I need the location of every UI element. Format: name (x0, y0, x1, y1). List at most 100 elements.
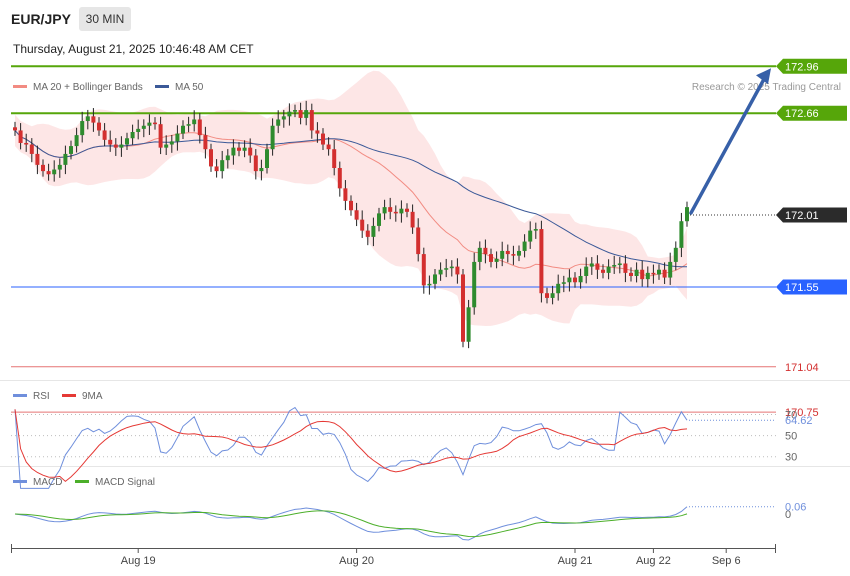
candle-body (567, 277, 572, 283)
candle-body (455, 266, 460, 275)
target-arrow-shaft (689, 75, 767, 215)
candle-body (259, 168, 264, 172)
rsi-panel: 70 50 30 64.62 (11, 406, 813, 489)
candle-body (147, 122, 152, 126)
candle-body (304, 110, 309, 118)
candle-body (192, 119, 197, 125)
level-tag-2 (776, 207, 847, 223)
candle-body (80, 121, 85, 136)
x-tick-label-2: Aug 21 (558, 555, 593, 567)
candle-body (343, 188, 348, 201)
candle-body (505, 250, 510, 255)
macd-zero-label: 0 (785, 509, 791, 521)
candle-body (573, 277, 577, 283)
candle-body (601, 269, 605, 273)
candle-body (231, 147, 236, 156)
candle-body (46, 171, 51, 175)
level-tag-1 (776, 105, 847, 121)
candle-body (237, 147, 241, 151)
level-label-2: 172.01 (785, 210, 819, 222)
macd-panel: 00.06 (14, 502, 806, 541)
candle-body (438, 269, 443, 275)
candle-body (489, 254, 493, 262)
candle-body (657, 269, 661, 275)
candle-body (332, 149, 337, 168)
candle-body (69, 146, 73, 154)
candle-body (164, 144, 169, 148)
x-tick-label-0: Aug 19 (121, 555, 156, 567)
candle-body (539, 229, 544, 294)
candle-body (125, 138, 129, 145)
candle-body (371, 225, 376, 237)
candle-body (248, 147, 253, 156)
candle-body (673, 247, 678, 262)
candle-body (57, 164, 62, 170)
candle-body (186, 124, 191, 126)
datetime-label: Thursday, August 21, 2025 10:46:48 AM CE… (13, 42, 254, 56)
candle-body (645, 272, 650, 280)
candle-body (349, 200, 353, 211)
candle-body (63, 153, 68, 165)
candle-body (91, 116, 96, 123)
candle-body (293, 110, 297, 112)
candle-body (153, 122, 157, 125)
legend-label-rsi-ma: 9MA (82, 391, 103, 402)
candle-body (360, 219, 365, 231)
candle-body (108, 139, 113, 145)
legend-label-macd: MACD (33, 477, 62, 488)
candle-body (74, 135, 79, 147)
legend-label-ma20: MA 20 + Bollinger Bands (33, 82, 143, 93)
candle-body (584, 266, 589, 276)
candle-body (97, 122, 101, 131)
candle-body (449, 266, 454, 269)
candle-body (461, 274, 465, 342)
legend-swatch-ma50 (155, 85, 169, 88)
candle-body (427, 283, 432, 286)
candle-body (337, 168, 342, 189)
candle-body (24, 142, 29, 145)
candle-body (662, 269, 667, 278)
level-tag-0 (776, 58, 847, 74)
level-label-5: 170.75 (785, 407, 819, 419)
candle-body (29, 144, 34, 154)
candle-body (169, 141, 174, 145)
candle-body (393, 211, 398, 214)
candle-body (13, 127, 17, 131)
candle-body (35, 153, 40, 165)
rsi-level-label-2: 30 (785, 452, 797, 464)
legend-swatch-macd (13, 480, 27, 483)
candle-body (225, 155, 230, 161)
price-panel: 172.96 172.66 172.01 171.55 171.04 170.75 (11, 58, 847, 419)
candle-body (158, 124, 163, 148)
x-tick-label-4: Sep 6 (712, 555, 741, 567)
candle-body (382, 207, 387, 214)
x-tick-label-1: Aug 20 (339, 555, 374, 567)
legend-swatch-rsi-ma (62, 394, 76, 397)
timeframe-badge[interactable] (79, 7, 131, 31)
candle-body (483, 247, 488, 255)
candle-body (477, 247, 482, 262)
candle-body (276, 119, 281, 126)
candle-body (253, 155, 258, 172)
rsi-current-label: 64.62 (785, 415, 813, 427)
candle-body (623, 263, 628, 273)
legend-swatch-ma20 (13, 85, 27, 88)
candle-body (640, 269, 645, 280)
candle-body (550, 293, 555, 298)
candle-body (141, 125, 146, 129)
candle-body (517, 250, 521, 256)
candle-body (533, 229, 538, 231)
candle-body (522, 241, 527, 251)
level-tag-3 (776, 279, 847, 295)
candle-body (41, 164, 45, 172)
macd-signal-line (14, 510, 688, 538)
candle-body (377, 213, 381, 226)
candle-body (545, 293, 549, 298)
candle-body (309, 110, 314, 131)
level-label-4: 171.04 (785, 362, 819, 374)
candle-body (433, 274, 437, 284)
candle-body (220, 160, 225, 172)
candle-body (685, 207, 689, 222)
candle-body (136, 128, 141, 132)
